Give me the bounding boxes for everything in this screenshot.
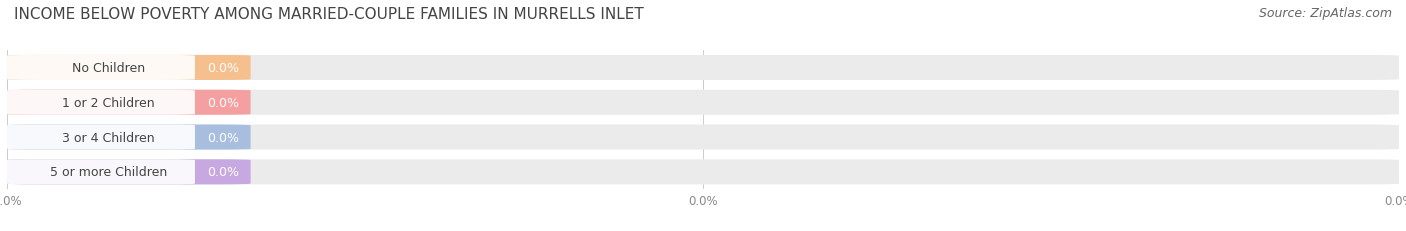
FancyBboxPatch shape [7, 160, 250, 185]
FancyBboxPatch shape [7, 125, 195, 150]
Text: 0.0%: 0.0% [208, 131, 239, 144]
Text: 5 or more Children: 5 or more Children [49, 166, 167, 179]
FancyBboxPatch shape [7, 160, 1399, 185]
FancyBboxPatch shape [7, 90, 1399, 115]
Text: 3 or 4 Children: 3 or 4 Children [62, 131, 155, 144]
FancyBboxPatch shape [7, 56, 1399, 81]
Text: 0.0%: 0.0% [208, 96, 239, 109]
FancyBboxPatch shape [7, 90, 195, 115]
FancyBboxPatch shape [7, 56, 250, 81]
FancyBboxPatch shape [7, 125, 1399, 150]
FancyBboxPatch shape [7, 125, 250, 150]
Text: 0.0%: 0.0% [208, 62, 239, 75]
Text: 0.0%: 0.0% [208, 166, 239, 179]
Text: 1 or 2 Children: 1 or 2 Children [62, 96, 155, 109]
FancyBboxPatch shape [7, 160, 195, 185]
FancyBboxPatch shape [7, 56, 195, 81]
Text: No Children: No Children [72, 62, 145, 75]
FancyBboxPatch shape [7, 90, 250, 115]
Text: INCOME BELOW POVERTY AMONG MARRIED-COUPLE FAMILIES IN MURRELLS INLET: INCOME BELOW POVERTY AMONG MARRIED-COUPL… [14, 7, 644, 22]
Text: Source: ZipAtlas.com: Source: ZipAtlas.com [1258, 7, 1392, 20]
